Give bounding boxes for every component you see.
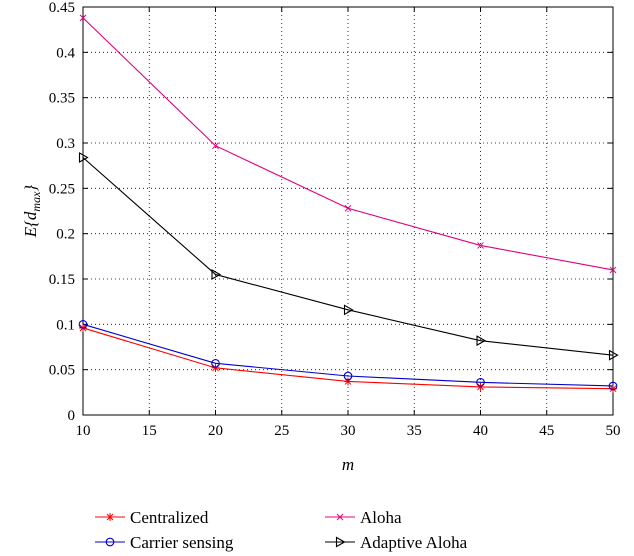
y-tick-label: 0.1 [56, 317, 75, 333]
y-tick-label: 0.05 [49, 363, 75, 379]
x-tick-label: 45 [539, 423, 554, 439]
y-tick-label: 0 [68, 408, 76, 424]
x-tick-label: 50 [606, 423, 621, 439]
legend-item: Aloha [325, 508, 402, 527]
y-tick-label: 0.35 [49, 91, 75, 107]
legend-item: Carrier sensing [95, 533, 234, 552]
y-tick-label: 0.15 [49, 272, 75, 288]
legend-item: Adaptive Aloha [325, 533, 468, 552]
x-tick-label: 30 [341, 423, 356, 439]
legend-label: Centralized [130, 508, 209, 527]
x-tick-label: 20 [208, 423, 223, 439]
legend-item: Centralized [95, 508, 209, 527]
y-axis-label-end: } [21, 185, 40, 192]
x-tick-label: 10 [76, 423, 91, 439]
y-axis-label-main: E{d [21, 211, 40, 238]
y-axis-label-sub: max [29, 191, 43, 212]
legend-label: Carrier sensing [130, 533, 234, 552]
x-tick-label: 40 [473, 423, 488, 439]
x-tick-label: 35 [407, 423, 422, 439]
legend-label: Adaptive Aloha [360, 533, 468, 552]
x-tick-label: 25 [274, 423, 289, 439]
x-axis-label: m [342, 455, 354, 474]
y-tick-label: 0.45 [49, 0, 75, 16]
y-tick-label: 0.25 [49, 181, 75, 197]
y-tick-label: 0.2 [56, 227, 75, 243]
legend: Centralized Aloha Carrier sensing Adaptive … [95, 508, 468, 552]
y-axis-label: E{dmax} [21, 185, 43, 239]
x-tick-label: 15 [142, 423, 157, 439]
legend-label: Aloha [360, 508, 402, 527]
y-tick-label: 0.4 [56, 45, 75, 61]
y-tick-label: 0.3 [56, 136, 75, 152]
data-point-asterisk [106, 513, 114, 521]
